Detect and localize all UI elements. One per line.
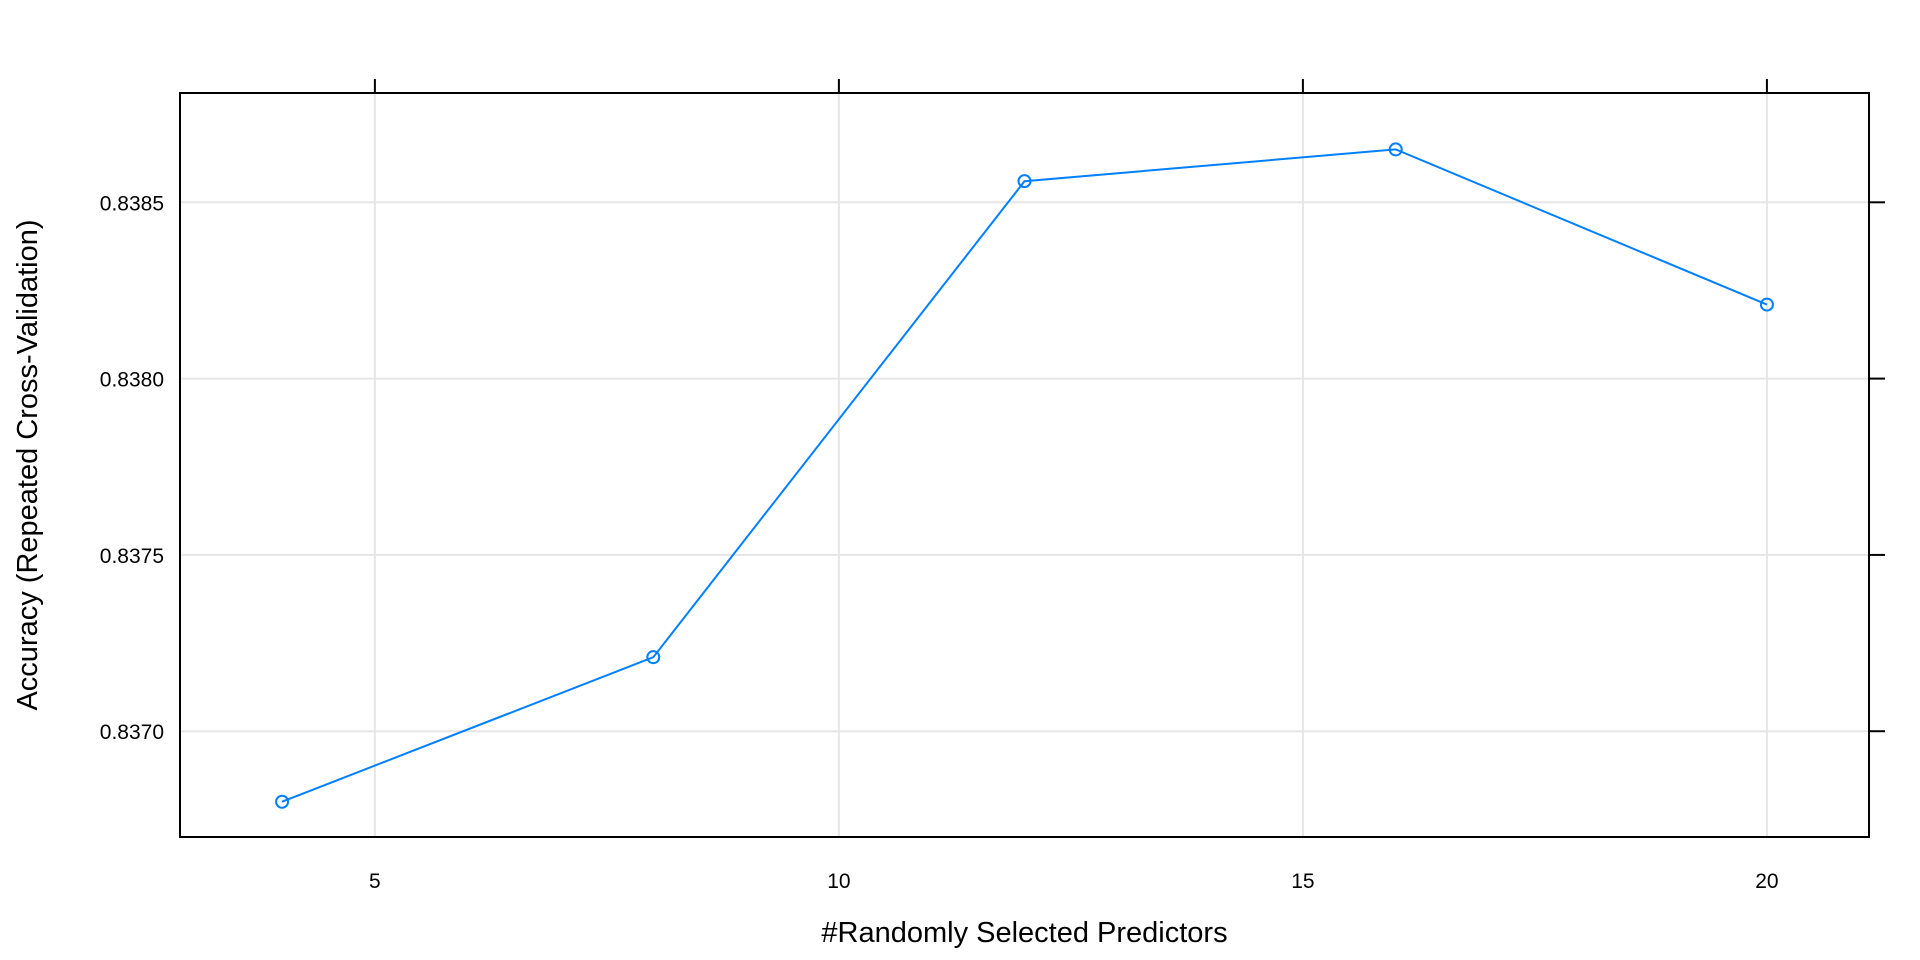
data-point <box>1017 174 1032 189</box>
x-tick-label: 5 <box>369 870 381 893</box>
y-tick-label: 0.8370 <box>100 721 164 744</box>
x-tick-label: 15 <box>1291 870 1314 893</box>
x-tick-label: 20 <box>1755 870 1778 893</box>
data-point <box>1388 142 1403 157</box>
axis-ticks: 5 10 15 20 0.8370 0.8375 0.8380 0.8385 <box>100 79 1885 893</box>
x-axis-title: #Randomly Selected Predictors <box>821 917 1227 949</box>
data-point <box>275 794 290 809</box>
y-axis-title: Accuracy (Repeated Cross-Validation) <box>12 219 44 710</box>
x-tick-label: 10 <box>827 870 850 893</box>
data-point <box>646 650 661 665</box>
plot-frame <box>179 92 1870 838</box>
y-tick-label: 0.8375 <box>100 545 164 568</box>
y-tick-label: 0.8380 <box>100 369 164 392</box>
data-point <box>1759 297 1774 312</box>
series-layer <box>275 142 1774 809</box>
y-tick-label: 0.8385 <box>100 192 164 215</box>
series-line <box>281 148 1768 803</box>
